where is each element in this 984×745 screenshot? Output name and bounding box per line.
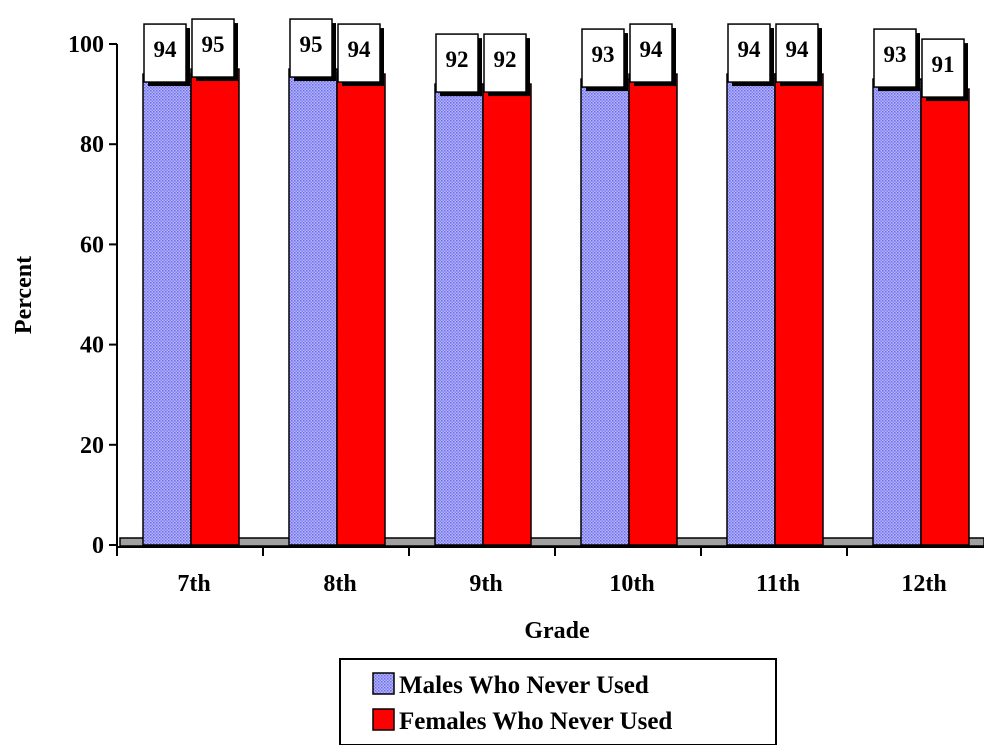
bar-male-11th xyxy=(726,73,776,546)
bar-female-12th xyxy=(920,88,970,546)
data-label-male-11th: 94 xyxy=(738,37,762,62)
x-tick-label-11th: 11th xyxy=(756,571,800,597)
data-label-male-10th: 93 xyxy=(592,42,615,67)
y-ticks-group: 0 20 40 60 80 100 xyxy=(68,32,117,559)
x-tick-label-12th: 12th xyxy=(901,571,946,597)
data-label-box-male-8th xyxy=(289,18,333,78)
y-tick-label-80: 80 xyxy=(80,132,104,158)
bar-female-11th xyxy=(774,73,824,546)
data-label-male-12th: 93 xyxy=(884,42,907,67)
y-tick-label-60: 60 xyxy=(80,232,104,258)
legend-label-females: Females Who Never Used xyxy=(399,708,672,735)
x-tick-label-7th: 7th xyxy=(177,571,210,597)
data-label-male-9th: 92 xyxy=(446,47,469,72)
bar-male-10th xyxy=(580,78,630,546)
y-tick-label-20: 20 xyxy=(80,433,104,459)
data-label-female-7th: 95 xyxy=(202,32,225,57)
legend-swatch-males xyxy=(372,672,395,695)
data-label-box-female-7th xyxy=(191,18,235,78)
data-label-box-male-7th xyxy=(143,23,187,83)
y-tick-label-100: 100 xyxy=(68,32,104,58)
data-label-box-male-11th xyxy=(727,23,771,83)
data-label-box-male-9th xyxy=(435,33,479,93)
bars-group xyxy=(142,68,970,546)
x-axis-title: Grade xyxy=(524,618,590,644)
bar-female-10th xyxy=(628,73,678,546)
bar-male-7th xyxy=(142,73,192,546)
data-label-box-male-10th xyxy=(581,28,625,88)
bar-male-9th xyxy=(434,83,484,546)
bar-male-12th xyxy=(872,78,922,546)
legend-label-males: Males Who Never Used xyxy=(399,672,649,699)
bar-male-8th xyxy=(288,68,338,546)
data-label-female-11th: 94 xyxy=(786,37,810,62)
x-tick-label-9th: 9th xyxy=(469,571,502,597)
data-label-female-10th: 94 xyxy=(640,37,664,62)
bar-female-8th xyxy=(336,73,386,546)
data-label-box-female-9th xyxy=(483,33,527,93)
legend-swatch-females xyxy=(372,708,395,731)
data-label-box-male-12th xyxy=(873,28,917,88)
data-label-box-female-10th xyxy=(629,23,673,83)
data-label-box-female-8th xyxy=(337,23,381,83)
y-tick-label-40: 40 xyxy=(80,333,104,359)
data-label-male-8th: 95 xyxy=(300,32,323,57)
data-label-female-9th: 92 xyxy=(494,47,517,72)
bar-female-7th xyxy=(190,68,240,546)
data-label-female-12th: 91 xyxy=(932,52,955,77)
plot-floor xyxy=(119,537,984,547)
y-axis-title: Percent xyxy=(11,256,37,334)
y-tick-label-0: 0 xyxy=(92,533,104,559)
x-tick-label-10th: 10th xyxy=(609,571,654,597)
x-tick-label-8th: 8th xyxy=(323,571,356,597)
bar-female-9th xyxy=(482,83,532,546)
data-labels-group: 94 95 95 94 92 92 93 94 94 94 93 91 xyxy=(143,18,968,102)
data-label-box-female-12th xyxy=(921,38,965,98)
data-label-female-8th: 94 xyxy=(348,37,372,62)
data-label-male-7th: 94 xyxy=(154,37,178,62)
data-label-box-female-11th xyxy=(775,23,819,83)
legend-box xyxy=(339,658,777,745)
legend: Males Who Never Used Females Who Never U… xyxy=(339,658,777,745)
x-ticks-group: 7th 8th 9th 10th 11th 12th xyxy=(116,547,947,597)
